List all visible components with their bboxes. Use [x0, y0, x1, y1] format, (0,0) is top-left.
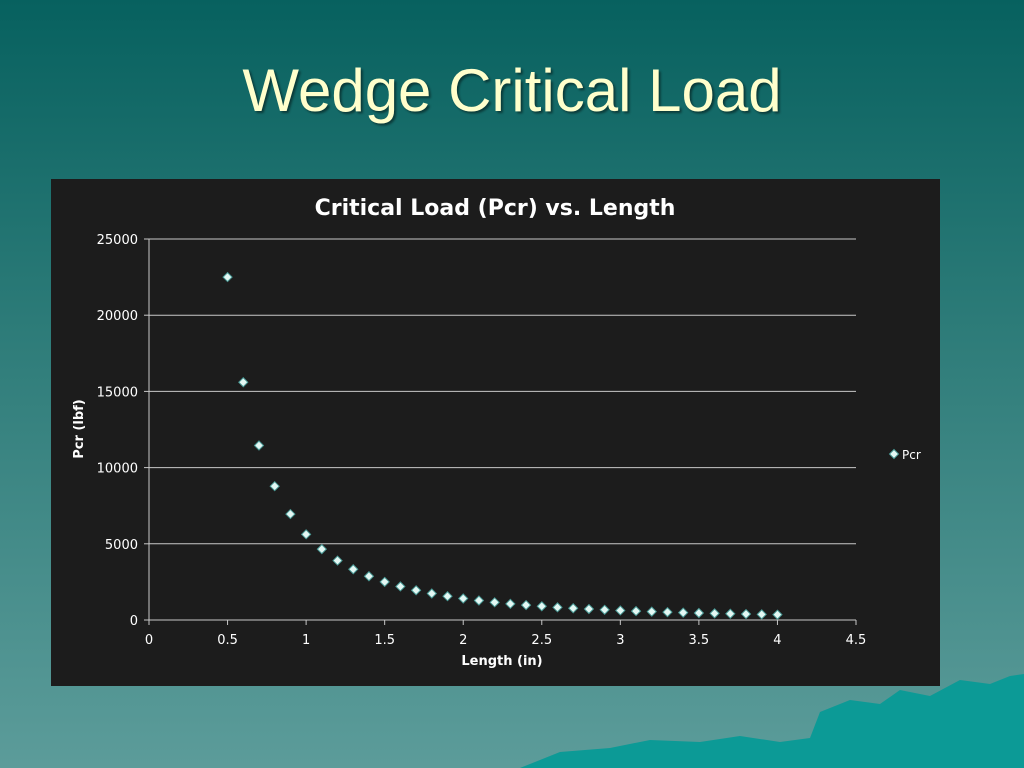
data-point — [520, 599, 532, 611]
x-tick-label: 0.5 — [217, 633, 238, 648]
data-point — [709, 608, 720, 619]
data-point — [395, 581, 406, 592]
y-tick-labels: 0 5000 10000 15000 20000 25000 — [97, 233, 138, 629]
data-point — [458, 593, 469, 604]
x-tick-label: 0 — [145, 633, 153, 648]
data-point — [536, 601, 547, 612]
legend-marker — [888, 448, 900, 460]
data-point — [348, 564, 359, 575]
data-point — [332, 555, 343, 566]
data-point — [285, 508, 296, 520]
data-point — [379, 576, 390, 588]
data-point — [238, 377, 249, 388]
x-tick-label: 2 — [459, 633, 467, 648]
data-point — [269, 480, 280, 492]
gridlines — [149, 238, 856, 545]
data-point — [442, 591, 453, 602]
data-point — [410, 585, 422, 596]
data-point — [363, 571, 375, 582]
data-point — [489, 597, 500, 608]
data-point — [615, 605, 626, 616]
mountain-shape — [520, 674, 1024, 768]
y-tick-label: 20000 — [97, 309, 138, 324]
x-tick-label: 3.5 — [689, 633, 710, 648]
x-tick-label: 1.5 — [374, 633, 395, 648]
chart-title: Critical Load (Pcr) vs. Length — [315, 196, 676, 221]
data-point — [662, 606, 673, 618]
data-point — [583, 603, 595, 615]
x-tick-label: 3 — [616, 633, 624, 648]
x-axis-label: Length (in) — [461, 654, 542, 669]
data-point — [316, 543, 328, 555]
data-point — [505, 598, 516, 610]
data-points — [222, 271, 783, 620]
y-tick-label: 15000 — [97, 385, 138, 400]
data-point — [740, 608, 752, 620]
scatter-chart: Critical Load (Pcr) vs. Length 0 5000 1000… — [72, 196, 921, 669]
data-point — [567, 603, 579, 614]
x-tick-label: 4 — [773, 633, 781, 648]
x-tick-label: 4.5 — [846, 633, 867, 648]
x-tick-labels: 0 0.5 1 1.5 2 2.5 3 3.5 4 4.5 — [145, 633, 866, 648]
data-point — [630, 605, 642, 617]
data-point — [646, 606, 657, 617]
data-point — [677, 607, 689, 618]
data-point — [772, 609, 783, 620]
data-point — [222, 271, 233, 283]
y-tick-label: 10000 — [97, 462, 138, 477]
y-axis-label: Pcr (lbf) — [72, 399, 87, 458]
data-point — [473, 595, 485, 606]
data-point — [756, 609, 767, 620]
axes — [144, 238, 857, 625]
x-tick-label: 1 — [302, 633, 310, 648]
slide-title: Wedge Critical Load — [242, 57, 782, 124]
data-point — [300, 529, 312, 540]
data-point — [693, 607, 705, 619]
legend: Pcr — [888, 448, 921, 462]
data-point — [426, 588, 438, 599]
chart-panel: Critical Load (Pcr) vs. Length 0 5000 1000… — [51, 179, 940, 686]
data-point — [552, 602, 563, 613]
y-tick-label: 25000 — [97, 233, 138, 248]
legend-label: Pcr — [902, 448, 921, 462]
y-tick-label: 0 — [130, 614, 138, 629]
x-tick-label: 2.5 — [531, 633, 552, 648]
data-point — [725, 608, 736, 619]
data-point — [599, 604, 610, 615]
y-tick-label: 5000 — [105, 538, 138, 553]
data-point — [253, 440, 265, 451]
